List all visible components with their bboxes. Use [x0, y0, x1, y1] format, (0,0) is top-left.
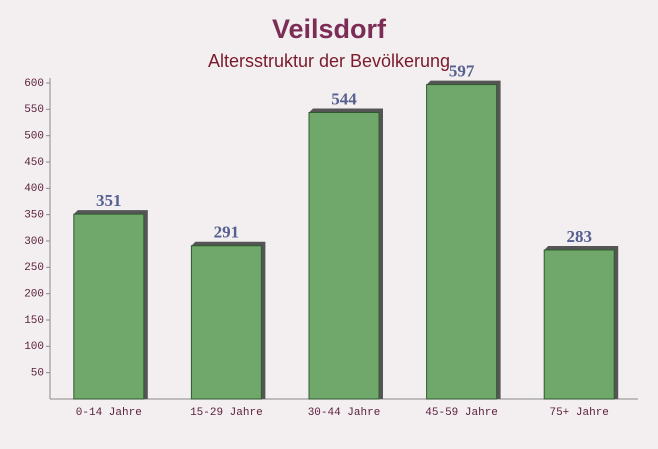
y-tick-label: 100 [24, 341, 44, 353]
y-tick-label: 300 [24, 236, 44, 248]
bar [308, 111, 380, 400]
x-tick-label: 0-14 Jahre [76, 407, 142, 419]
bar [426, 84, 498, 400]
y-tick-label: 600 [24, 78, 44, 90]
y-tick-label: 350 [24, 210, 44, 222]
value-label: 291 [214, 223, 240, 242]
y-tick-label: 50 [31, 368, 44, 380]
y-tick-label: 500 [24, 131, 44, 143]
y-tick-label: 400 [24, 183, 44, 195]
bar [73, 213, 145, 400]
value-label: 351 [96, 191, 122, 210]
y-tick-label: 150 [24, 315, 44, 327]
value-label: 544 [331, 89, 357, 108]
y-tick-label: 250 [24, 262, 44, 274]
value-label: 283 [566, 227, 592, 246]
chart-subtitle: Altersstruktur der Bevölkerung [208, 51, 450, 71]
y-tick-label: 200 [24, 289, 44, 301]
chart-title: Veilsdorf [272, 14, 387, 44]
bar [543, 249, 615, 400]
x-tick-label: 45-59 Jahre [425, 407, 498, 419]
x-tick-label: 30-44 Jahre [308, 407, 381, 419]
value-label: 597 [449, 61, 475, 80]
x-tick-label: 75+ Jahre [549, 407, 608, 419]
x-tick-label: 15-29 Jahre [190, 407, 263, 419]
y-tick-label: 550 [24, 104, 44, 116]
y-tick-label: 450 [24, 157, 44, 169]
bar [190, 245, 262, 400]
